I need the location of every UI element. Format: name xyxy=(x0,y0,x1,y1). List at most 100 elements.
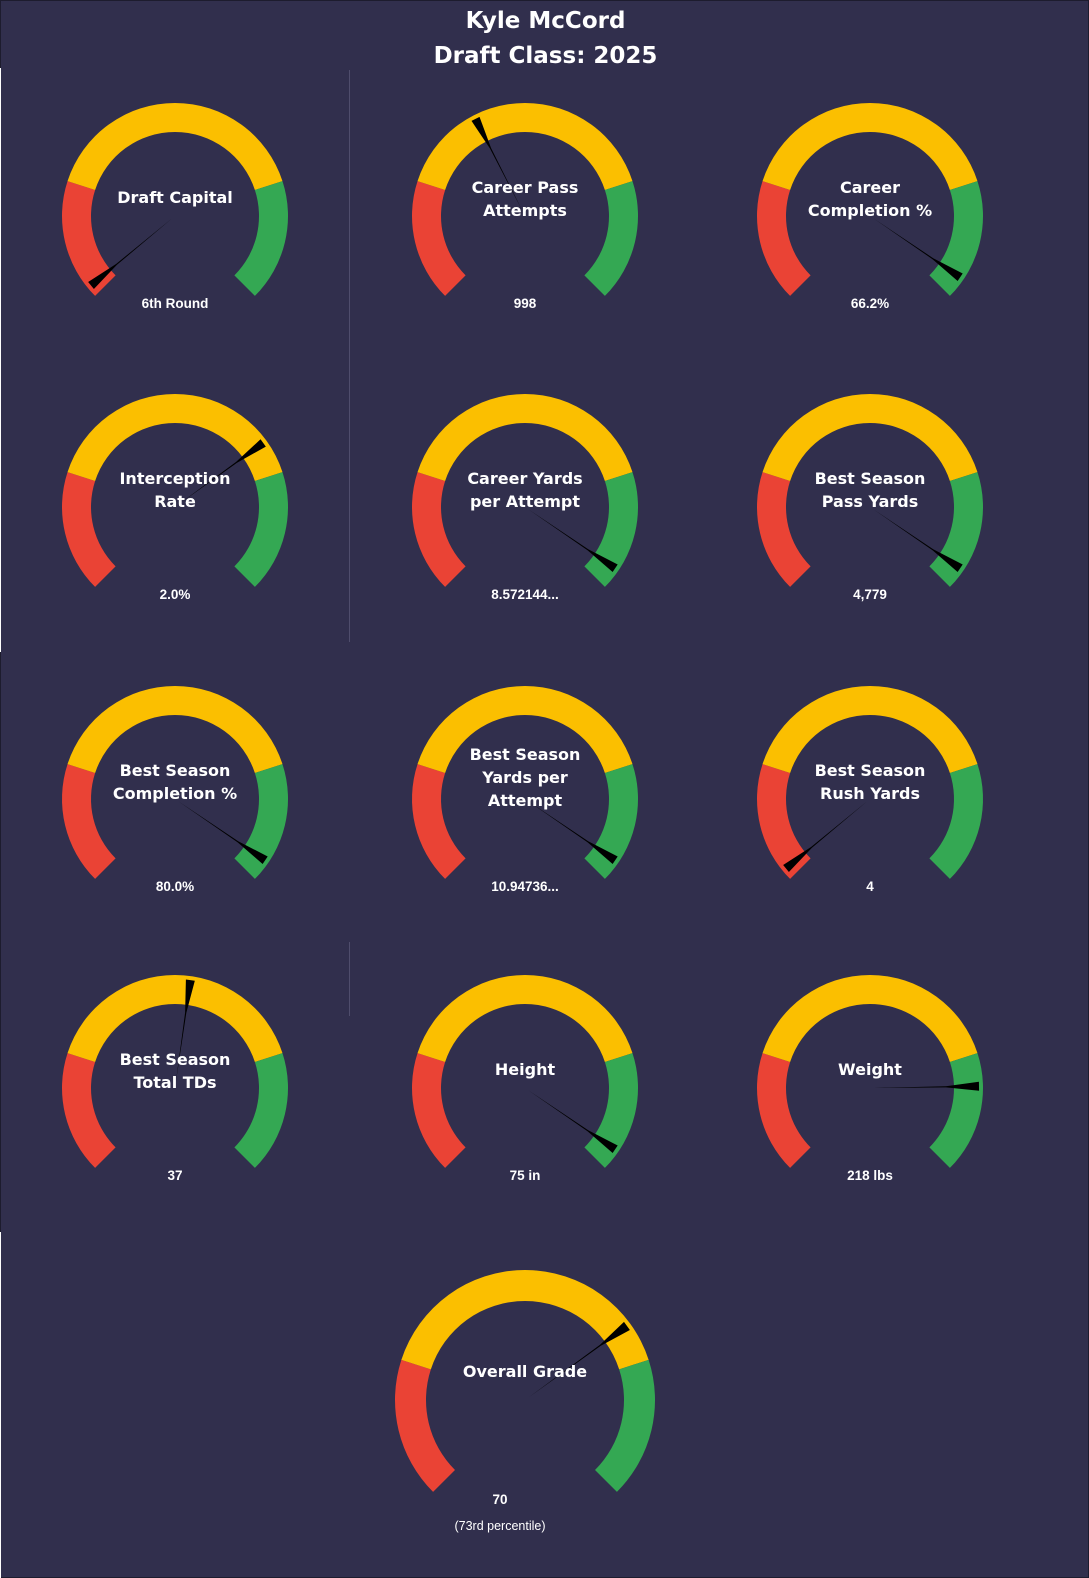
gauge-2: Career Pass Attempts 998 xyxy=(402,93,648,359)
gauge-label: Draft Capital xyxy=(117,187,233,207)
gauge-low-band xyxy=(61,472,116,587)
gauge-label: Best Season Pass Yards xyxy=(814,468,926,511)
gauge-high-band xyxy=(929,764,983,879)
gauge-needle xyxy=(529,1321,630,1398)
gauge-dial xyxy=(757,974,983,1168)
gauge-value: 998 xyxy=(513,296,537,311)
gauge-needle xyxy=(873,218,963,281)
gauge-label: Career Pass Attempts xyxy=(471,177,579,220)
gauge-subtext: (73rd percentile) xyxy=(454,1519,546,1533)
gauge-needle xyxy=(873,509,963,572)
gauge-low-band xyxy=(757,1053,811,1168)
gauge-4: Interception Rate 2.0% xyxy=(52,384,298,650)
gauge-value: 75 in xyxy=(509,1168,541,1183)
gauge-needle xyxy=(528,801,618,864)
left-gap-lower xyxy=(0,1232,1,1578)
gauge-value: 66.2% xyxy=(850,296,890,311)
gauge-label: Interception Rate xyxy=(119,468,231,511)
gauge-high-band xyxy=(929,1053,983,1168)
gauge-value: 6th Round xyxy=(141,296,209,311)
player-name-title: Kyle McCord xyxy=(465,8,626,34)
gauge-13: Overall Grade 70 (73rd percentile) xyxy=(385,1260,665,1560)
gauge-dial xyxy=(61,393,288,587)
gauge-low-band xyxy=(757,472,811,587)
gauge-high-band xyxy=(584,181,638,296)
gauge-1: Draft Capital 6th Round xyxy=(52,93,298,359)
gauge-dial xyxy=(412,974,638,1168)
gauge-mid-band xyxy=(417,102,633,191)
gauge-label: Best Season Completion % xyxy=(112,760,238,803)
gauge-5: Career Yards per Attempt 8.572144... xyxy=(402,384,648,650)
gauge-8: Best Season Yards per Attempt 10.94736... xyxy=(402,676,648,942)
gauge-mid-band xyxy=(417,685,633,774)
gauge-high-band xyxy=(234,472,288,587)
gauge-needle xyxy=(471,116,524,213)
gauge-label: Career Yards per Attempt xyxy=(467,468,583,511)
gauge-low-band xyxy=(412,181,466,296)
gauge-12: Weight 218 lbs xyxy=(747,965,993,1231)
gauge-mid-band xyxy=(67,393,283,482)
gauge-mid-band xyxy=(417,974,633,1063)
gauge-value: 70 xyxy=(492,1492,508,1507)
gauge-mid-band xyxy=(762,393,978,482)
gauge-11: Height 75 in xyxy=(402,965,648,1231)
gauge-low-band xyxy=(412,472,466,587)
gauge-low-band xyxy=(61,1053,116,1168)
gauge-6: Best Season Pass Yards 4,779 xyxy=(747,384,993,650)
gauge-value: 4 xyxy=(866,879,874,894)
gauge-mid-band xyxy=(67,974,283,1063)
gauge-label: Weight xyxy=(838,1059,902,1079)
gauge-10: Best Season Total TDs 37 xyxy=(52,965,298,1231)
gauge-low-band xyxy=(757,764,811,879)
gauge-mid-band xyxy=(401,1270,649,1370)
gauge-value: 37 xyxy=(167,1168,183,1183)
gauge-label: Best Season Yards per Attempt xyxy=(469,744,581,810)
gauge-label: Best Season Rush Yards xyxy=(814,760,926,803)
gauge-low-band xyxy=(61,764,116,879)
gauge-dial xyxy=(757,102,983,296)
gauge-label: Career Completion % xyxy=(807,177,933,220)
gauge-mid-band xyxy=(67,685,283,774)
gauge-low-band xyxy=(412,1053,466,1168)
gauge-label: Overall Grade xyxy=(462,1361,588,1381)
column-divider-top xyxy=(349,70,350,642)
gauge-high-band xyxy=(234,1053,288,1168)
gauge-3: Career Completion % 66.2% xyxy=(747,93,993,359)
gauge-dial xyxy=(61,685,288,879)
gauge-mid-band xyxy=(67,102,283,191)
gauge-needle xyxy=(528,1090,618,1153)
gauge-needle xyxy=(528,509,618,572)
gauge-dial xyxy=(412,102,638,296)
gauge-9: Best Season Rush Yards 4 xyxy=(747,676,993,942)
gauge-7: Best Season Completion % 80.0% xyxy=(52,676,298,942)
gauge-dial xyxy=(412,393,638,587)
gauge-dial xyxy=(61,102,288,296)
gauge-value: 2.0% xyxy=(159,587,191,602)
gauge-mid-band xyxy=(762,102,978,191)
gauge-dial xyxy=(61,974,288,1168)
gauge-low-band xyxy=(412,764,466,879)
gauge-needle xyxy=(88,218,172,289)
gauge-value: 80.0% xyxy=(155,879,195,894)
gauge-low-band xyxy=(757,181,811,296)
gauge-value: 8.572144... xyxy=(491,587,559,602)
gauge-low-band xyxy=(61,181,116,296)
gauge-needle xyxy=(178,801,268,864)
gauge-dial xyxy=(757,393,983,587)
gauge-value: 10.94736... xyxy=(491,879,559,894)
gauge-dial xyxy=(757,685,983,879)
column-divider-bottom xyxy=(349,942,350,1016)
gauge-needle xyxy=(178,439,266,505)
gauge-mid-band xyxy=(762,685,978,774)
draft-class-subtitle: Draft Class: 2025 xyxy=(433,43,658,69)
gauge-needle xyxy=(874,1081,980,1091)
gauge-mid-band xyxy=(762,974,978,1063)
left-gap-upper xyxy=(0,68,1,652)
gauge-value: 218 lbs xyxy=(847,1168,893,1183)
gauge-label: Best Season Total TDs xyxy=(119,1049,231,1092)
gauge-needle xyxy=(783,801,867,872)
gauge-high-band xyxy=(234,181,288,296)
gauge-dial xyxy=(412,685,638,879)
gauge-low-band xyxy=(395,1359,455,1492)
